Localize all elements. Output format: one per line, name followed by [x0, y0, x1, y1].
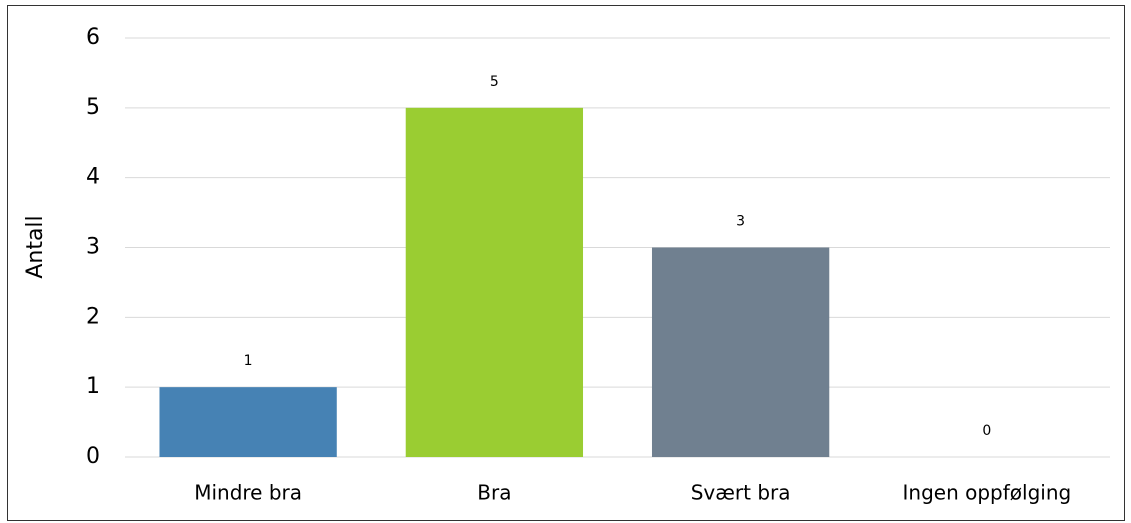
- y-tick-label: 0: [86, 444, 100, 469]
- data-label: 1: [244, 353, 253, 369]
- bar: [405, 107, 584, 457]
- data-label: 5: [490, 74, 499, 90]
- x-tick-label: Ingen oppfølging: [903, 481, 1072, 505]
- y-axis-label: Antall: [23, 215, 48, 278]
- y-tick-label: 1: [86, 374, 100, 399]
- bar: [651, 247, 830, 457]
- bar: [159, 387, 337, 457]
- y-tick-label: 2: [86, 304, 100, 329]
- x-tick-label: Bra: [477, 481, 511, 505]
- data-label: 0: [982, 423, 991, 439]
- x-tick-label: Svært bra: [691, 481, 791, 505]
- x-tick-label: Mindre bra: [194, 481, 302, 505]
- y-tick-label: 3: [86, 235, 100, 260]
- y-tick-label: 6: [86, 25, 100, 50]
- y-tick-label: 5: [86, 95, 100, 120]
- y-tick-label: 4: [86, 165, 100, 190]
- data-label: 3: [736, 214, 745, 230]
